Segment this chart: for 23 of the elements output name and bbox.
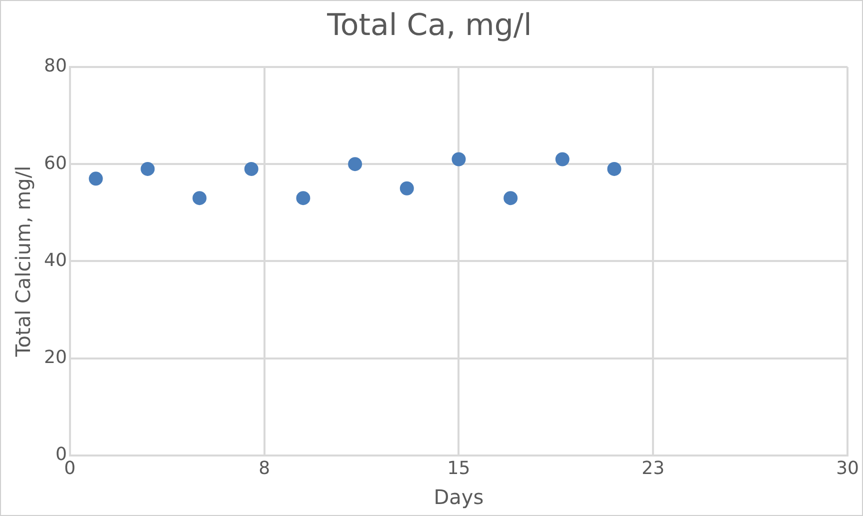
y-tick-label: 80 (44, 56, 67, 77)
x-tick-label: 23 (642, 458, 665, 479)
point (192, 191, 207, 206)
point (452, 152, 466, 166)
point (348, 157, 362, 172)
y-tick-label: 20 (44, 346, 67, 368)
y-tick-label: 40 (44, 250, 67, 271)
y-tick-label: 60 (44, 152, 67, 174)
point (140, 162, 155, 176)
y-tick-label: 0 (55, 444, 67, 466)
point (400, 181, 414, 196)
point (607, 162, 622, 176)
x-tick-label: 8 (258, 458, 270, 479)
point (504, 191, 518, 206)
x-tick-label: 15 (447, 458, 470, 479)
x-tick-label: 30 (836, 458, 859, 479)
point (244, 162, 258, 176)
point (88, 172, 103, 186)
y-axis-title: Total Calcium, mg/l (11, 166, 36, 358)
point (555, 152, 570, 166)
chart-title: Total Ca, mg/l (326, 8, 532, 43)
point (296, 191, 310, 206)
x-axis-title: Days (434, 485, 484, 510)
